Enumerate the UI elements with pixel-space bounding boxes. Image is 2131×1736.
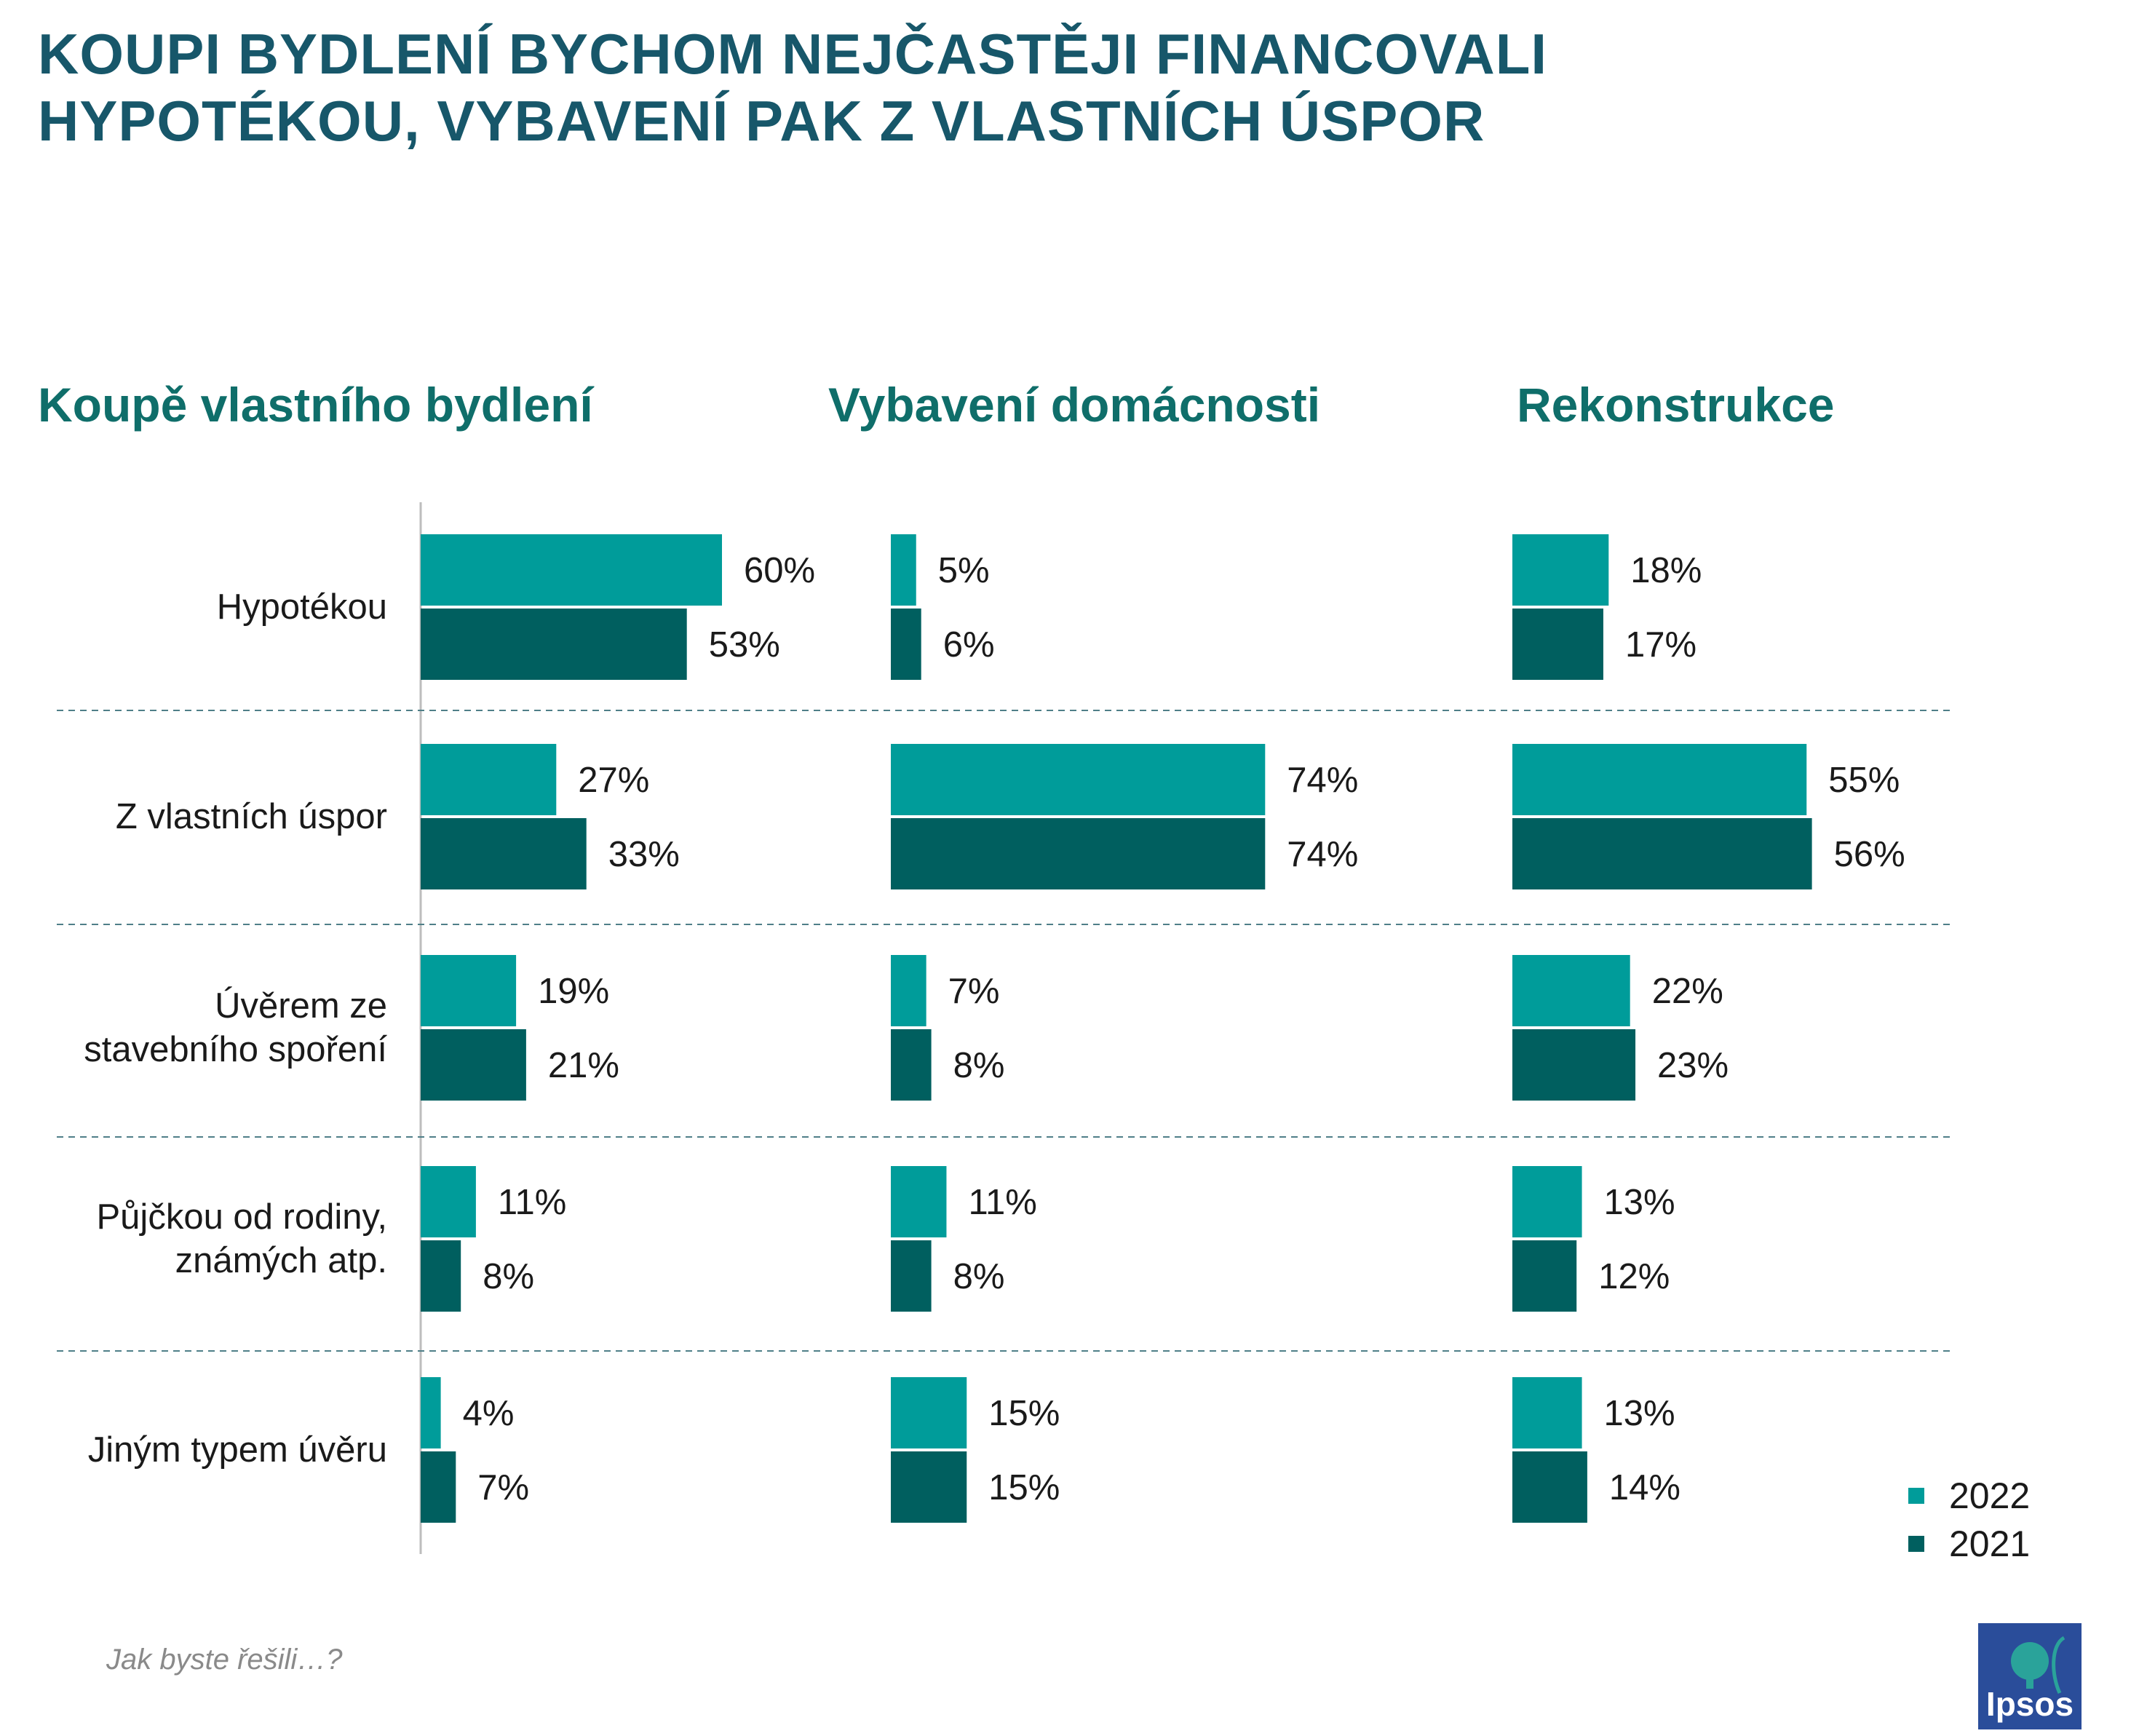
value-label-p3-c4-2021: 12%: [1598, 1257, 1670, 1296]
ipsos-logo: Ipsos: [1978, 1623, 2082, 1729]
panel-title-rekonstrukce: Rekonstrukce: [1517, 378, 1835, 432]
value-label-p2-c1-2022: 5%: [938, 551, 990, 590]
category-label-1-line-1: Hypotékou: [216, 587, 387, 627]
bar-p3-c4-2021: [1512, 1240, 1577, 1312]
value-label-p2-c3-2022: 7%: [948, 972, 1000, 1011]
chart-title: KOUPI BYDLENÍ BYCHOM NEJČASTĚJI FINANCOV…: [38, 20, 1930, 154]
value-label-p1-c2-2022: 27%: [578, 761, 649, 800]
value-label-p3-c5-2022: 13%: [1604, 1394, 1675, 1433]
bar-p1-c5-2021: [421, 1451, 456, 1523]
bar-p1-c5-2022: [421, 1377, 441, 1448]
bar-p1-c3-2022: [421, 955, 517, 1026]
value-label-p1-c5-2022: 4%: [463, 1394, 515, 1433]
category-label-3: Úvěrem ze stavebního spoření: [9, 984, 387, 1071]
value-label-p3-c2-2021: 56%: [1834, 835, 1905, 874]
bar-p3-c3-2022: [1512, 955, 1630, 1026]
category-label-2: Z vlastních úspor: [9, 795, 387, 839]
category-label-5-line-1: Jiným typem úvěru: [87, 1430, 387, 1470]
category-label-2-line-1: Z vlastních úspor: [115, 797, 387, 836]
bar-p2-c1-2022: [891, 534, 916, 606]
footnote: Jak byste řešili…?: [106, 1644, 343, 1676]
logo-text: Ipsos: [1985, 1685, 2074, 1723]
value-label-p3-c2-2022: 55%: [1828, 761, 1900, 800]
value-label-p2-c4-2022: 11%: [968, 1183, 1036, 1222]
value-label-p1-c4-2021: 8%: [483, 1257, 534, 1296]
value-label-p2-c3-2021: 8%: [953, 1046, 1005, 1085]
bar-p2-c3-2021: [891, 1029, 932, 1101]
value-label-p1-c3-2022: 19%: [538, 972, 609, 1011]
bar-p2-c2-2021: [891, 818, 1266, 889]
legend-swatch-2021: [1908, 1536, 1924, 1552]
bar-p1-c4-2022: [421, 1166, 476, 1237]
bar-p3-c5-2021: [1512, 1451, 1587, 1523]
category-label-3-line-2: stavebního spoření: [84, 1030, 387, 1069]
value-label-p3-c1-2022: 18%: [1630, 551, 1702, 590]
tree-face-icon: [2011, 1636, 2065, 1695]
bar-p2-c4-2022: [891, 1166, 947, 1237]
legend-item-2022: 2022: [1908, 1475, 2030, 1517]
value-label-p2-c4-2021: 8%: [953, 1257, 1005, 1296]
bar-p2-c2-2022: [891, 744, 1266, 815]
bar-p1-c3-2021: [421, 1029, 526, 1101]
category-label-4-line-1: Půjčkou od rodiny,: [96, 1197, 388, 1237]
value-label-p1-c2-2021: 33%: [608, 835, 680, 874]
value-label-p2-c2-2021: 74%: [1287, 835, 1358, 874]
value-label-p3-c3-2021: 23%: [1657, 1046, 1729, 1085]
legend-label-2022: 2022: [1949, 1475, 2031, 1516]
value-label-p2-c5-2021: 15%: [988, 1468, 1060, 1507]
panel-title-vybaveni: Vybavení domácnosti: [828, 378, 1321, 432]
value-label-p2-c1-2021: 6%: [943, 625, 995, 665]
bar-p3-c2-2022: [1512, 744, 1807, 815]
bar-p3-c1-2021: [1512, 609, 1603, 680]
value-label-p3-c4-2022: 13%: [1604, 1183, 1675, 1222]
legend-swatch-2022: [1908, 1488, 1924, 1504]
bar-p2-c5-2021: [891, 1451, 967, 1523]
bar-p3-c1-2022: [1512, 534, 1609, 606]
bar-p1-c2-2022: [421, 744, 557, 815]
value-label-p1-c1-2022: 60%: [744, 551, 815, 590]
category-label-1: Hypotékou: [9, 585, 387, 629]
legend-item-2021: 2021: [1908, 1523, 2030, 1565]
value-label-p2-c5-2022: 15%: [988, 1394, 1060, 1433]
bar-p2-c3-2022: [891, 955, 926, 1026]
value-label-p1-c4-2022: 11%: [498, 1183, 566, 1222]
value-label-p2-c2-2022: 74%: [1287, 761, 1358, 800]
chart-title-line-2: HYPOTÉKOU, VYBAVENÍ PAK Z VLASTNÍCH ÚSPO…: [38, 89, 1485, 153]
bar-p3-c4-2022: [1512, 1166, 1582, 1237]
legend-label-2021: 2021: [1949, 1523, 2031, 1564]
bar-p3-c3-2021: [1512, 1029, 1636, 1101]
bar-p3-c2-2021: [1512, 818, 1812, 889]
value-label-p3-c3-2022: 22%: [1652, 972, 1723, 1011]
bar-p1-c2-2021: [421, 818, 587, 889]
chart-title-line-1: KOUPI BYDLENÍ BYCHOM NEJČASTĚJI FINANCOV…: [38, 22, 1548, 86]
bar-p2-c5-2022: [891, 1377, 967, 1448]
bar-p2-c1-2021: [891, 609, 921, 680]
value-label-p1-c3-2021: 21%: [548, 1046, 619, 1085]
bar-p2-c4-2021: [891, 1240, 932, 1312]
value-label-p1-c5-2021: 7%: [477, 1468, 529, 1507]
value-label-p3-c1-2021: 17%: [1625, 625, 1697, 665]
value-label-p1-c1-2021: 53%: [709, 625, 780, 665]
category-label-3-line-1: Úvěrem ze: [215, 986, 387, 1026]
bar-p1-c1-2022: [421, 534, 722, 606]
value-label-p3-c5-2021: 14%: [1609, 1468, 1680, 1507]
bar-p1-c1-2021: [421, 609, 687, 680]
panel-title-koupe: Koupě vlastního bydlení: [38, 378, 593, 432]
category-label-4-line-2: známých atp.: [175, 1241, 387, 1280]
category-label-5: Jiným typem úvěru: [9, 1428, 387, 1472]
bar-p3-c5-2022: [1512, 1377, 1582, 1448]
bar-p1-c4-2021: [421, 1240, 461, 1312]
category-label-4: Půjčkou od rodiny, známých atp.: [9, 1195, 388, 1283]
